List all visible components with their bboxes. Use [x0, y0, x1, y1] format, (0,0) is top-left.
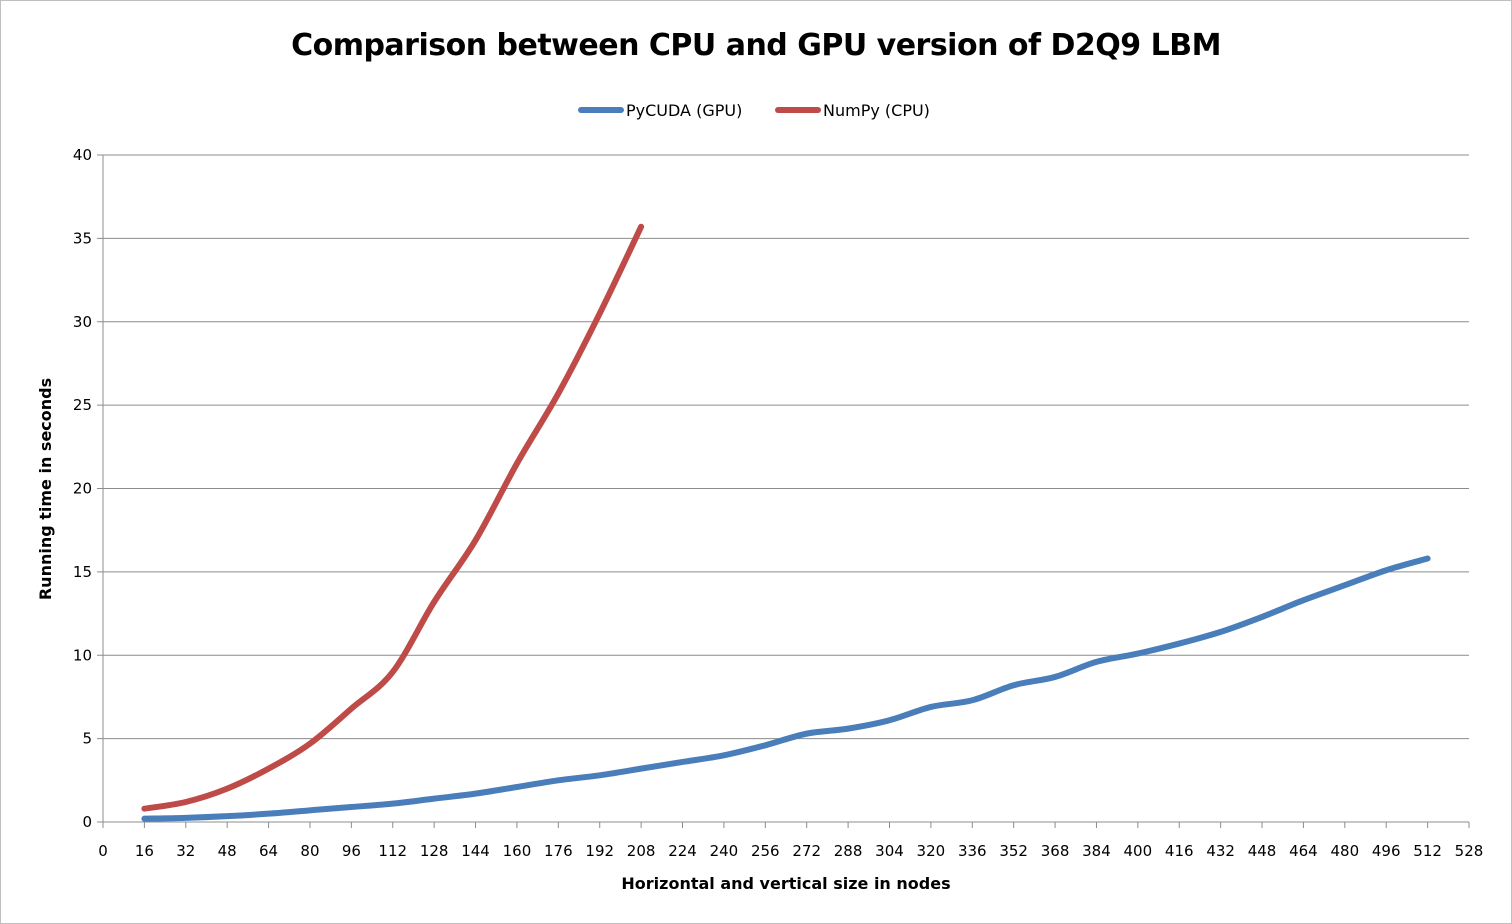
x-tick-label: 32 [176, 842, 195, 860]
y-tick-label: 40 [73, 146, 92, 164]
x-tick-label: 368 [1041, 842, 1070, 860]
x-tick-label: 288 [834, 842, 863, 860]
x-tick-label: 128 [420, 842, 449, 860]
y-tick-label: 30 [73, 313, 92, 331]
x-tick-label: 448 [1248, 842, 1277, 860]
legend: PyCUDA (GPU) NumPy (CPU) [0, 98, 1512, 122]
x-tick-label: 176 [544, 842, 573, 860]
y-axis-label: Running time in seconds [36, 378, 55, 600]
series-line-cpu [141, 223, 645, 812]
x-tick-label: 320 [917, 842, 946, 860]
chart-title: Comparison between CPU and GPU version o… [291, 28, 1221, 63]
y-tick-label: 0 [82, 813, 92, 831]
x-tick-label: 416 [1165, 842, 1194, 860]
x-tick-label: 0 [98, 842, 108, 860]
y-tick-label: 15 [73, 563, 92, 581]
x-tick-label: 144 [461, 842, 490, 860]
series-line-gpu [141, 555, 1431, 822]
y-tick-label: 10 [73, 646, 92, 664]
y-tick-label: 5 [82, 730, 92, 748]
x-tick-label: 112 [378, 842, 407, 860]
x-tick-label: 480 [1330, 842, 1359, 860]
legend-label-gpu: PyCUDA (GPU) [626, 100, 743, 120]
axes [97, 154, 1470, 828]
legend-swatch-gpu [578, 107, 624, 113]
x-tick-label: 304 [875, 842, 904, 860]
x-tick-label: 464 [1289, 842, 1318, 860]
x-tick-label: 528 [1455, 842, 1484, 860]
y-tick-label: 20 [73, 480, 92, 498]
x-tick-label: 272 [792, 842, 821, 860]
gridlines [103, 154, 1469, 823]
x-tick-label: 64 [259, 842, 278, 860]
x-axis-label: Horizontal and vertical size in nodes [621, 874, 950, 893]
x-tick-label: 496 [1372, 842, 1401, 860]
x-tick-label: 208 [627, 842, 656, 860]
x-tick-label: 384 [1082, 842, 1111, 860]
legend-item-cpu: NumPy (CPU) [775, 98, 930, 122]
legend-swatch-cpu [775, 107, 821, 113]
x-tick-label: 80 [300, 842, 319, 860]
x-tick-label: 432 [1206, 842, 1235, 860]
x-tick-label: 160 [503, 842, 532, 860]
y-tick-label: 25 [73, 396, 92, 414]
x-tick-label: 240 [710, 842, 739, 860]
x-tick-label: 400 [1124, 842, 1153, 860]
x-tick-label: 336 [958, 842, 987, 860]
x-tick-label: 96 [342, 842, 361, 860]
series-lines [141, 223, 1431, 822]
y-tick-label: 35 [73, 229, 92, 247]
x-tick-label: 352 [999, 842, 1028, 860]
legend-item-gpu: PyCUDA (GPU) [578, 98, 742, 122]
x-tick-label: 512 [1413, 842, 1442, 860]
x-tick-label: 48 [218, 842, 237, 860]
x-tick-label: 256 [751, 842, 780, 860]
x-tick-label: 192 [585, 842, 614, 860]
legend-label-cpu: NumPy (CPU) [823, 100, 930, 120]
x-tick-label: 224 [668, 842, 697, 860]
x-tick-label: 16 [135, 842, 154, 860]
